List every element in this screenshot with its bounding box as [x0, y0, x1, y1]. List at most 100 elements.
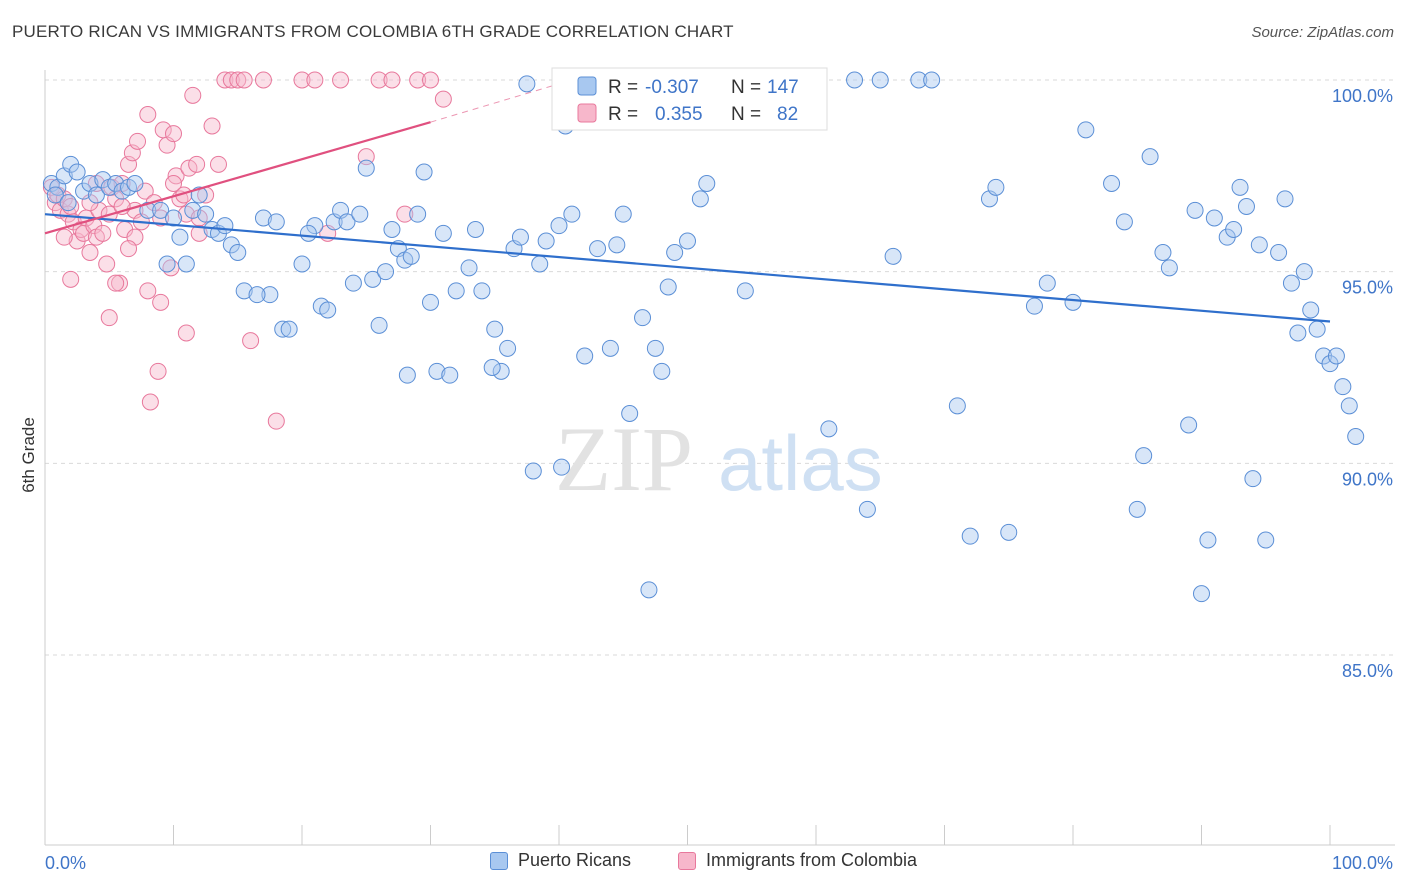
data-point	[184, 201, 202, 219]
legend-label-immigrants-from-colombia: Immigrants from Colombia	[706, 850, 918, 870]
legend-pink-n-value: 82	[777, 104, 798, 125]
data-point	[434, 90, 452, 108]
data-point	[910, 71, 928, 89]
data-point	[576, 347, 594, 365]
data-point	[338, 213, 356, 231]
data-point	[203, 117, 221, 135]
data-point	[499, 339, 517, 357]
data-point	[884, 247, 902, 265]
data-point	[1128, 500, 1146, 518]
watermark-atlas: atlas	[718, 419, 883, 507]
data-point	[1289, 324, 1307, 342]
data-point	[1237, 198, 1255, 215]
data-point	[422, 293, 439, 311]
data-point	[409, 71, 427, 89]
legend-swatch-blue	[490, 851, 508, 870]
data-point	[171, 228, 189, 246]
axes	[44, 70, 1395, 846]
data-point	[409, 205, 427, 223]
data-point	[180, 159, 198, 177]
data-point	[274, 320, 292, 338]
data-point	[344, 274, 362, 292]
data-point	[184, 86, 202, 104]
data-point	[518, 75, 536, 93]
data-point	[923, 71, 941, 89]
data-point	[100, 309, 118, 327]
data-point	[659, 278, 677, 296]
data-point	[1000, 523, 1018, 541]
data-point	[1276, 190, 1294, 208]
data-point	[1064, 293, 1082, 311]
data-point	[608, 236, 626, 254]
y-tick-label: 100.0%	[1332, 86, 1393, 106]
data-point	[550, 217, 568, 235]
legend-pink-n-label: N =	[731, 104, 761, 125]
legend-blue-swatch	[577, 76, 597, 96]
data-point	[537, 232, 555, 250]
data-point	[235, 71, 253, 89]
data-point	[1340, 397, 1358, 415]
data-point	[1193, 585, 1210, 603]
legend-pink-r-value: 0.355	[655, 104, 703, 125]
source-label: Source: ZipAtlas.com	[1251, 24, 1394, 41]
data-point	[698, 175, 716, 192]
data-point	[267, 213, 285, 231]
data-point	[1302, 301, 1320, 319]
x-tick-label-max: 100.0%	[1332, 853, 1393, 873]
data-point	[1135, 447, 1153, 465]
data-point	[1295, 263, 1313, 281]
data-point	[1347, 428, 1365, 445]
legend-pink-swatch	[577, 103, 597, 123]
data-point	[319, 301, 337, 319]
data-point	[216, 71, 234, 89]
data-point	[216, 217, 234, 235]
data-point	[364, 270, 382, 288]
data-point	[332, 71, 350, 89]
data-point	[1250, 236, 1268, 254]
data-point	[261, 286, 279, 304]
x-tick-label-min: 0.0%	[45, 853, 86, 873]
data-point	[961, 527, 979, 545]
trend-line-immigrants-from-colombia	[44, 121, 431, 235]
legend-item-puerto-ricans: Puerto Ricans	[490, 850, 631, 871]
data-point	[222, 71, 240, 89]
data-point	[149, 362, 167, 380]
grid-lines	[45, 79, 1395, 656]
data-point	[357, 159, 375, 177]
data-point	[383, 71, 401, 89]
legend-swatch-pink	[678, 851, 696, 870]
data-point	[383, 221, 401, 238]
data-point	[1334, 378, 1352, 396]
data-point	[1231, 178, 1249, 196]
data-point	[653, 362, 671, 380]
data-point	[209, 155, 227, 173]
data-point	[614, 205, 632, 223]
data-point	[370, 316, 388, 334]
series-legend: Puerto Ricans Immigrants from Colombia	[0, 850, 1406, 880]
data-point	[858, 500, 876, 518]
data-point	[81, 244, 99, 261]
data-point	[634, 309, 652, 327]
data-point	[736, 282, 754, 300]
data-point	[293, 255, 311, 273]
data-point	[254, 71, 272, 89]
data-point	[158, 255, 176, 273]
data-point	[177, 255, 195, 273]
data-point	[1308, 320, 1326, 338]
data-point	[235, 282, 253, 300]
trend-line-puerto-ricans	[44, 213, 1331, 323]
data-point	[98, 255, 116, 273]
legend-blue-n-label: N =	[731, 77, 761, 98]
data-point	[177, 324, 195, 342]
watermark: ZIP atlas	[555, 408, 883, 510]
data-point	[1244, 470, 1262, 488]
y-tick-label: 85.0%	[1342, 661, 1393, 681]
data-point	[402, 247, 420, 265]
series-puerto-ricans	[42, 71, 1365, 603]
data-point	[1077, 121, 1095, 139]
data-point	[666, 244, 684, 261]
data-point	[68, 163, 86, 181]
data-point	[483, 359, 501, 376]
data-point	[242, 332, 260, 350]
